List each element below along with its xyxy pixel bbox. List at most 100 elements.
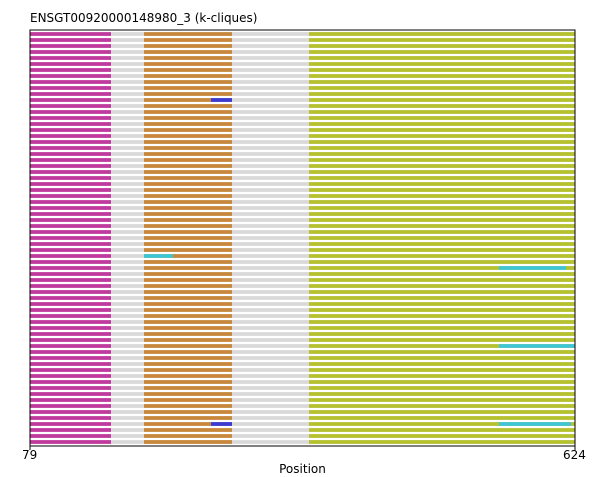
magenta-bar	[30, 374, 111, 378]
magenta-bar	[30, 158, 111, 162]
orange-bar	[144, 302, 232, 306]
magenta-bar	[30, 74, 111, 78]
magenta-bar	[30, 152, 111, 156]
gap-bar	[30, 290, 575, 294]
gap-bar	[30, 116, 575, 120]
olive-bar	[309, 176, 575, 180]
olive-bar	[309, 230, 575, 234]
orange-bar	[144, 380, 232, 384]
magenta-bar	[30, 320, 111, 324]
orange-bar	[144, 158, 232, 162]
olive-bar	[309, 332, 575, 336]
olive-bar	[309, 104, 575, 108]
orange-bar	[144, 212, 232, 216]
orange-bar	[144, 236, 232, 240]
olive-bar	[309, 326, 575, 330]
olive-bar	[309, 314, 575, 318]
gap-bar	[30, 176, 575, 180]
magenta-bar	[30, 86, 111, 90]
orange-bar	[144, 338, 232, 342]
magenta-bar	[30, 260, 111, 264]
orange-bar	[144, 206, 232, 210]
olive-bar	[309, 122, 575, 126]
orange-bar	[144, 86, 232, 90]
gap-bar	[30, 404, 575, 408]
gap-bar	[30, 92, 575, 96]
olive-bar	[309, 284, 575, 288]
olive-bar	[309, 92, 575, 96]
gap-bar	[30, 62, 575, 66]
gap-bar	[30, 140, 575, 144]
orange-bar	[144, 386, 232, 390]
olive-bar	[309, 146, 575, 150]
gap-bar	[30, 410, 575, 414]
olive-bar	[309, 266, 575, 270]
olive-bar	[309, 116, 575, 120]
magenta-bar	[30, 128, 111, 132]
magenta-bar	[30, 224, 111, 228]
orange-bar	[144, 74, 232, 78]
orange-bar	[144, 416, 232, 420]
olive-bar	[309, 236, 575, 240]
gap-bar	[30, 362, 575, 366]
olive-bar	[309, 368, 575, 372]
gap-bar	[30, 194, 575, 198]
olive-bar	[309, 248, 575, 252]
orange-bar	[144, 296, 232, 300]
magenta-bar	[30, 356, 111, 360]
gap-bar	[30, 188, 575, 192]
gap-bar	[30, 158, 575, 162]
magenta-bar	[30, 194, 111, 198]
orange-bar	[144, 254, 232, 258]
orange-bar	[144, 248, 232, 252]
olive-bar	[309, 296, 575, 300]
orange-bar	[144, 374, 232, 378]
magenta-bar	[30, 362, 111, 366]
orange-bar	[144, 188, 232, 192]
olive-bar	[309, 290, 575, 294]
magenta-bar	[30, 428, 111, 432]
gap-bar	[30, 224, 575, 228]
orange-bar	[144, 350, 232, 354]
magenta-bar	[30, 146, 111, 150]
cyan-segment	[499, 266, 566, 270]
olive-bar	[309, 434, 575, 438]
olive-bar	[309, 350, 575, 354]
magenta-bar	[30, 236, 111, 240]
gap-bar	[30, 266, 575, 270]
gap-bar	[30, 170, 575, 174]
magenta-bar	[30, 338, 111, 342]
magenta-bar	[30, 92, 111, 96]
olive-bar	[309, 158, 575, 162]
magenta-bar	[30, 176, 111, 180]
magenta-bar	[30, 218, 111, 222]
olive-bar	[309, 80, 575, 84]
orange-bar	[144, 320, 232, 324]
magenta-bar	[30, 182, 111, 186]
gap-bar	[30, 278, 575, 282]
gap-bar	[30, 74, 575, 78]
magenta-bar	[30, 56, 111, 60]
magenta-bar	[30, 284, 111, 288]
olive-bar	[309, 200, 575, 204]
orange-bar	[144, 122, 232, 126]
gap-bar	[30, 200, 575, 204]
orange-bar	[144, 392, 232, 396]
orange-bar	[144, 182, 232, 186]
orange-bar	[144, 368, 232, 372]
gap-bar	[30, 44, 575, 48]
orange-bar	[144, 80, 232, 84]
orange-bar	[144, 170, 232, 174]
olive-bar	[309, 212, 575, 216]
olive-bar	[309, 428, 575, 432]
gap-bar	[30, 428, 575, 432]
olive-bar	[309, 98, 575, 102]
orange-bar	[144, 332, 232, 336]
magenta-bar	[30, 416, 111, 420]
magenta-bar	[30, 440, 111, 444]
gap-bar	[30, 416, 575, 420]
gap-bar	[30, 440, 575, 444]
magenta-bar	[30, 344, 111, 348]
olive-bar	[309, 32, 575, 36]
gap-bar	[30, 98, 575, 102]
